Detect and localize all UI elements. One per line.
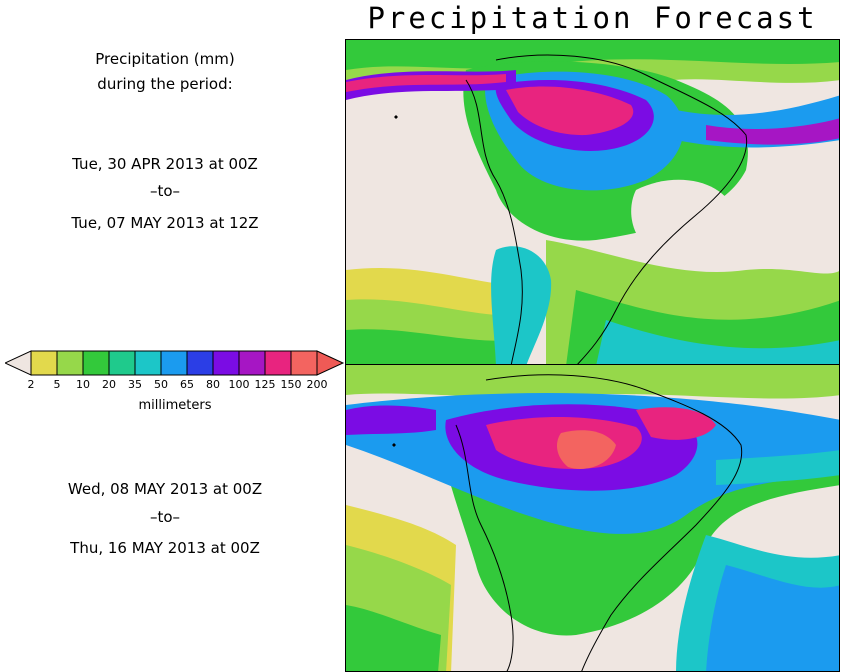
colorbar-tick-label: 5: [53, 378, 61, 391]
colorbar-tick-label: 65: [180, 378, 194, 391]
period1-to: –to–: [149, 182, 181, 200]
colorbar-tick-label: 2: [27, 378, 35, 391]
period1-end: Tue, 07 MAY 2013 at 12Z: [71, 214, 259, 232]
colorbar-cell: [108, 350, 136, 376]
period1-start: Tue, 30 APR 2013 at 00Z: [72, 155, 258, 173]
colorbar: [5, 350, 345, 376]
colorbar-cells: [30, 350, 318, 376]
colorbar-tick-label: 100: [228, 378, 250, 391]
period2-start: Wed, 08 MAY 2013 at 00Z: [67, 480, 263, 498]
colorbar-tick-label: 125: [254, 378, 276, 391]
period2-end: Thu, 16 MAY 2013 at 00Z: [70, 539, 260, 557]
map-period-1: [345, 39, 840, 365]
colorbar-tick-label: 80: [206, 378, 220, 391]
colorbar-cell: [56, 350, 84, 376]
heading-line-1: Precipitation (mm): [95, 50, 235, 68]
colorbar-high-arrow: [316, 350, 345, 376]
colorbar-cell: [290, 350, 318, 376]
colorbar-tick-label: 10: [76, 378, 90, 391]
colorbar-cell: [30, 350, 58, 376]
colorbar-tick-label: 20: [102, 378, 116, 391]
colorbar-tick-label: 35: [128, 378, 142, 391]
colorbar-tick-label: 50: [154, 378, 168, 391]
colorbar-cell: [186, 350, 214, 376]
colorbar-cell: [212, 350, 240, 376]
colorbar-tick-label: 200: [306, 378, 328, 391]
colorbar-cell: [82, 350, 110, 376]
heading-line-2: during the period:: [97, 75, 233, 93]
colorbar-low-arrow: [5, 350, 32, 376]
page-title: Precipitation Forecast: [367, 1, 818, 35]
colorbar-cell: [160, 350, 188, 376]
colorbar-cell: [238, 350, 266, 376]
map-period-2: [345, 364, 840, 672]
colorbar-cell: [134, 350, 162, 376]
colorbar-units: millimeters: [138, 398, 212, 413]
period2-to: –to–: [149, 508, 181, 526]
colorbar-cell: [264, 350, 292, 376]
colorbar-tick-label: 150: [280, 378, 302, 391]
